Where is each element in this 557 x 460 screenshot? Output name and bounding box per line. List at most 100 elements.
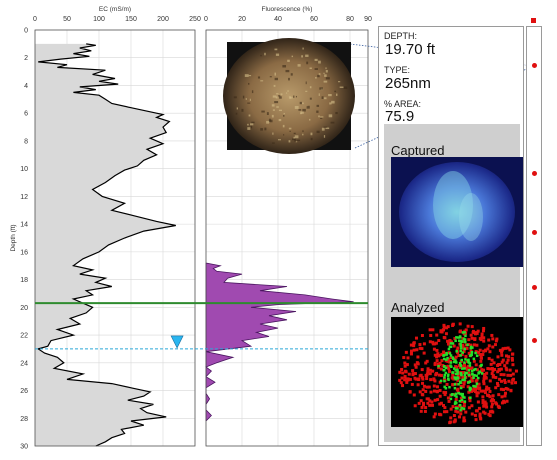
analyzed-pixel-red bbox=[482, 379, 486, 383]
sample-speck bbox=[294, 106, 299, 109]
rail-depth-marker[interactable] bbox=[532, 229, 537, 235]
analyzed-pixel-red bbox=[442, 390, 446, 394]
analyzed-pixel-green bbox=[457, 383, 460, 386]
analyzed-pixel-red bbox=[510, 381, 514, 385]
sample-photo bbox=[223, 38, 355, 154]
analyzed-pixel-green bbox=[475, 374, 478, 378]
sample-speck bbox=[288, 96, 292, 99]
sample-speck bbox=[282, 65, 287, 68]
analyzed-pixel-red bbox=[458, 415, 462, 419]
analyzed-pixel-green bbox=[457, 391, 460, 395]
analyzed-pixel-red bbox=[496, 384, 500, 388]
analyzed-pixel-red bbox=[495, 402, 499, 406]
rail-depth-marker[interactable] bbox=[532, 337, 537, 343]
analyzed-pixel-green bbox=[459, 363, 462, 367]
sample-speck bbox=[291, 55, 294, 58]
analyzed-pixel-red bbox=[503, 381, 507, 385]
rail-depth-marker[interactable] bbox=[532, 171, 537, 177]
analyzed-pixel-red bbox=[435, 385, 439, 389]
sample-speck bbox=[310, 137, 313, 141]
analyzed-pixel-red bbox=[460, 399, 464, 403]
analyzed-pixel-green bbox=[437, 364, 440, 368]
analyzed-pixel-red bbox=[407, 372, 411, 376]
analyzed-pixel-red bbox=[462, 371, 466, 375]
analyzed-pixel-red bbox=[491, 369, 495, 373]
analyzed-pixel-red bbox=[435, 348, 439, 352]
sample-speck bbox=[305, 81, 307, 85]
analyzed-pixel-red bbox=[452, 377, 456, 381]
analyzed-pixel-red bbox=[482, 382, 486, 386]
analyzed-pixel-red bbox=[444, 391, 448, 395]
sample-speck bbox=[318, 93, 320, 96]
analyzed-pixel-green bbox=[460, 358, 464, 362]
analyzed-pixel-red bbox=[500, 353, 504, 357]
analyzed-pixel-red bbox=[479, 416, 483, 420]
analyzed-pixel-red bbox=[408, 390, 412, 394]
analyzed-pixel-red bbox=[486, 347, 490, 351]
analyzed-pixel-red bbox=[465, 346, 469, 350]
analyzed-pixel-red bbox=[510, 358, 514, 362]
sample-speck bbox=[283, 134, 285, 136]
analyzed-pixel-red bbox=[417, 401, 421, 405]
analyzed-pixel-red bbox=[495, 381, 499, 385]
analyzed-pixel-green bbox=[443, 379, 446, 383]
analyzed-pixel-green bbox=[444, 366, 448, 370]
sample-speck bbox=[249, 123, 254, 126]
analyzed-pixel-red bbox=[415, 348, 419, 352]
analyzed-pixel-red bbox=[414, 336, 418, 340]
rail-top-marker bbox=[531, 18, 536, 23]
analyzed-pixel-green bbox=[449, 345, 453, 349]
rail-depth-marker[interactable] bbox=[532, 285, 537, 291]
analyzed-pixel-green bbox=[466, 359, 470, 362]
analyzed-pixel-red bbox=[444, 332, 448, 336]
analyzed-pixel-red bbox=[451, 372, 455, 376]
depth-tick: 26 bbox=[20, 388, 28, 395]
analyzed-pixel-red bbox=[404, 350, 408, 354]
sample-speck bbox=[302, 108, 306, 112]
analyzed-pixel-green bbox=[464, 358, 467, 361]
analyzed-pixel-green bbox=[451, 371, 454, 374]
sample-speck bbox=[337, 81, 341, 83]
analyzed-pixel-green bbox=[480, 363, 483, 367]
analyzed-pixel-red bbox=[416, 383, 420, 387]
depth-tick: 4 bbox=[24, 83, 28, 90]
analyzed-pixel-green bbox=[462, 337, 466, 341]
analyzed-pixel-green bbox=[460, 406, 464, 410]
analyzed-pixel-red bbox=[426, 367, 430, 371]
sample-speck bbox=[280, 93, 283, 96]
ec-x-tick: 100 bbox=[93, 16, 105, 23]
analyzed-pixel-red bbox=[435, 359, 439, 363]
analyzed-pixel-red bbox=[431, 328, 435, 332]
analyzed-pixel-red bbox=[464, 366, 468, 370]
sample-speck bbox=[306, 106, 308, 109]
analyzed-pixel-red bbox=[410, 349, 414, 353]
analyzed-pixel-red bbox=[454, 397, 458, 401]
analyzed-pixel-green bbox=[442, 365, 446, 368]
analyzed-pixel-green bbox=[453, 383, 457, 386]
analyzed-pixel-green bbox=[459, 347, 463, 350]
sample-speck bbox=[325, 67, 327, 70]
sample-speck bbox=[319, 87, 323, 90]
analyzed-pixel-red bbox=[479, 359, 483, 363]
analyzed-pixel-green bbox=[455, 361, 458, 364]
analyzed-pixel-red bbox=[487, 412, 491, 416]
analyzed-pixel-red bbox=[482, 377, 486, 381]
sample-speck bbox=[299, 101, 302, 105]
sample-speck bbox=[335, 93, 338, 96]
analyzed-pixel-green bbox=[477, 376, 480, 380]
analyzed-pixel-red bbox=[478, 348, 482, 352]
analyzed-pixel-red bbox=[431, 369, 435, 373]
sample-speck bbox=[241, 108, 244, 112]
sample-speck bbox=[271, 114, 274, 118]
analyzed-pixel-red bbox=[456, 373, 460, 377]
analyzed-pixel-green bbox=[454, 400, 457, 404]
rail-depth-marker[interactable] bbox=[532, 63, 537, 69]
analyzed-pixel-red bbox=[488, 389, 492, 393]
sample-speck bbox=[275, 96, 278, 99]
sample-speck bbox=[264, 127, 267, 131]
analyzed-pixel-green bbox=[447, 347, 451, 351]
analyzed-pixel-red bbox=[403, 375, 407, 379]
analyzed-pixel-red bbox=[409, 343, 413, 347]
sample-speck bbox=[251, 90, 254, 94]
analyzed-pixel-red bbox=[487, 357, 491, 361]
